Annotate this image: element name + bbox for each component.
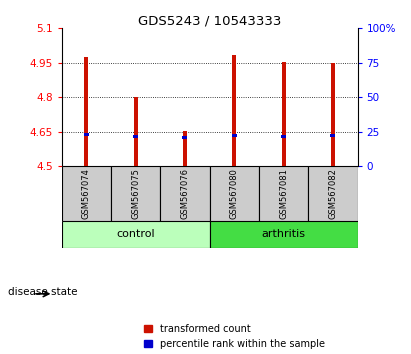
Bar — [133, 135, 138, 138]
Text: control: control — [116, 229, 155, 239]
Text: disease state: disease state — [8, 287, 78, 297]
Legend: transformed count, percentile rank within the sample: transformed count, percentile rank withi… — [143, 324, 325, 349]
Bar — [183, 131, 187, 166]
Text: arthritis: arthritis — [261, 229, 306, 239]
Bar — [331, 63, 335, 166]
Bar — [210, 166, 259, 221]
Text: GSM567074: GSM567074 — [82, 168, 91, 219]
Bar — [308, 166, 358, 221]
Bar — [182, 136, 187, 139]
Bar — [84, 57, 88, 166]
Text: GSM567081: GSM567081 — [279, 168, 288, 219]
Text: GSM567082: GSM567082 — [328, 168, 337, 219]
Bar — [84, 133, 89, 136]
Bar — [62, 166, 111, 221]
Bar — [134, 97, 138, 166]
Bar — [282, 62, 286, 166]
Bar — [111, 166, 160, 221]
Bar — [232, 134, 237, 137]
Bar — [160, 166, 210, 221]
Text: GSM567080: GSM567080 — [230, 168, 239, 219]
Bar — [330, 134, 335, 137]
Title: GDS5243 / 10543333: GDS5243 / 10543333 — [138, 14, 281, 27]
Bar — [210, 221, 358, 248]
Bar — [232, 55, 236, 166]
Bar — [281, 135, 286, 138]
Bar — [62, 221, 210, 248]
Text: GSM567076: GSM567076 — [180, 168, 189, 219]
Bar — [259, 166, 308, 221]
Text: GSM567075: GSM567075 — [131, 168, 140, 219]
